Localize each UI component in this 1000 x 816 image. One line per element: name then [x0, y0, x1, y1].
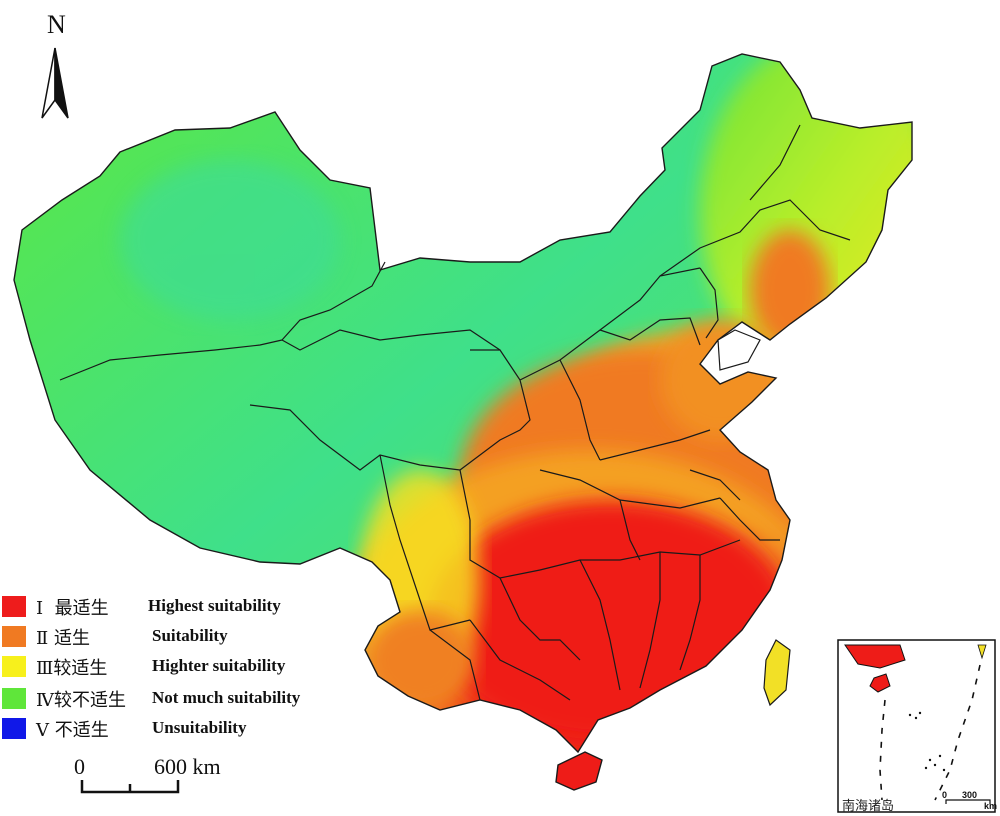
taiwan-island — [763, 639, 791, 707]
legend-en-label: Suitability — [152, 626, 228, 645]
legend-numeral: Ⅴ — [36, 720, 49, 741]
legend-numeral: Ⅳ — [36, 690, 54, 711]
legend-swatch-suitability — [2, 626, 26, 647]
inset-scale-end: 300 — [962, 790, 978, 800]
scale-bar — [80, 780, 180, 794]
legend-cn-label: 最适生 — [54, 598, 109, 619]
legend-cn-label: 较适生 — [53, 658, 108, 679]
hainan-island — [555, 751, 603, 791]
inset-map — [837, 639, 996, 813]
legend-cn-label: 不适生 — [54, 720, 109, 741]
inset-title: 南海诸岛 — [842, 799, 895, 814]
legend-swatch-highest — [2, 596, 26, 617]
inset-scale-unit: km — [984, 801, 998, 811]
legend-swatch-unsuitability — [2, 718, 26, 739]
inset-scale-start: 0 — [942, 790, 948, 800]
north-label: N — [47, 10, 66, 39]
legend-en-label: Highter suitability — [152, 656, 286, 675]
legend-en-label: Unsuitability — [152, 718, 247, 737]
scale-start-label: 0 — [74, 754, 85, 779]
legend-swatch-not-much — [2, 688, 26, 709]
bohai-coast — [717, 329, 761, 371]
legend-cn-label: 适生 — [53, 628, 90, 649]
legend-numeral: Ⅱ — [36, 628, 49, 649]
legend-numeral: Ⅲ — [36, 658, 54, 679]
north-arrow-icon — [41, 47, 69, 119]
scale-end-label: 600 km — [154, 754, 221, 779]
province-boundaries — [59, 124, 851, 701]
legend-en-label: Highest suitability — [148, 596, 281, 615]
legend-cn-label: 较不适生 — [53, 690, 126, 711]
legend-swatch-highter — [2, 656, 26, 677]
legend-en-label: Not much suitability — [152, 688, 301, 707]
legend-numeral: Ⅰ — [36, 598, 44, 619]
